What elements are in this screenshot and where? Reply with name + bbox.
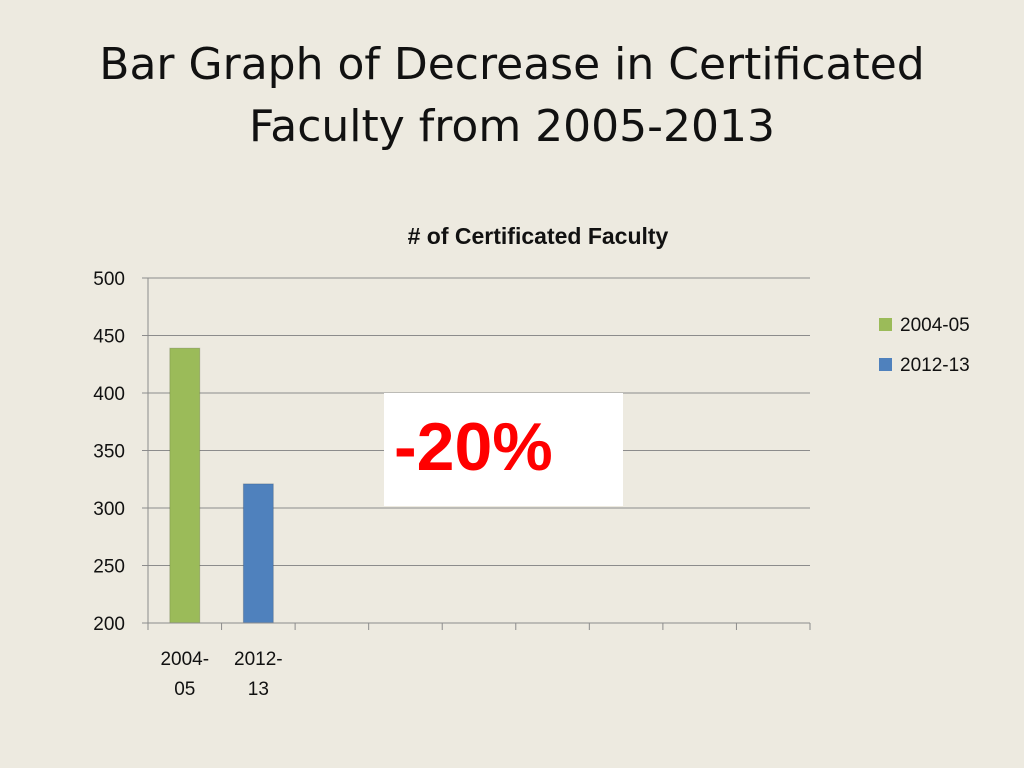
- bars: [169, 347, 274, 624]
- percent-change-callout: -20%: [384, 393, 623, 506]
- legend: 2004-05 2012-13: [879, 315, 970, 376]
- bar: [242, 483, 274, 624]
- x-tick-label: 13: [248, 679, 269, 700]
- x-tick-label: 2012-: [234, 649, 283, 670]
- bar: [169, 347, 201, 624]
- y-axis-tick-labels: 200 250 300 350 400 450 500: [93, 269, 125, 635]
- slide-title-line-1: Bar Graph of Decrease in Certificated: [99, 39, 925, 90]
- legend-label: 2012-13: [900, 355, 970, 376]
- y-tick-label: 300: [93, 499, 125, 520]
- x-tick-label: 05: [174, 679, 195, 700]
- slide-title-line-2: Faculty from 2005-2013: [248, 101, 776, 152]
- y-tick-label: 250: [93, 557, 125, 578]
- y-tick-label: 500: [93, 269, 125, 290]
- legend-swatch: [879, 318, 892, 331]
- y-tick-label: 200: [93, 614, 125, 635]
- legend-label: 2004-05: [900, 315, 970, 336]
- y-tick-label: 400: [93, 384, 125, 405]
- x-axis-tick-labels: 2004- 05 2012- 13: [160, 649, 282, 700]
- slide-title: Bar Graph of Decrease in Certificated Fa…: [40, 34, 984, 158]
- y-tick-label: 450: [93, 327, 125, 348]
- chart-title: # of Certificated Faculty: [408, 223, 669, 249]
- axes: [147, 278, 811, 630]
- y-tick-label: 350: [93, 442, 125, 463]
- x-tick-label: 2004-: [160, 649, 209, 670]
- percent-change-text: -20%: [394, 409, 553, 485]
- legend-swatch: [879, 358, 892, 371]
